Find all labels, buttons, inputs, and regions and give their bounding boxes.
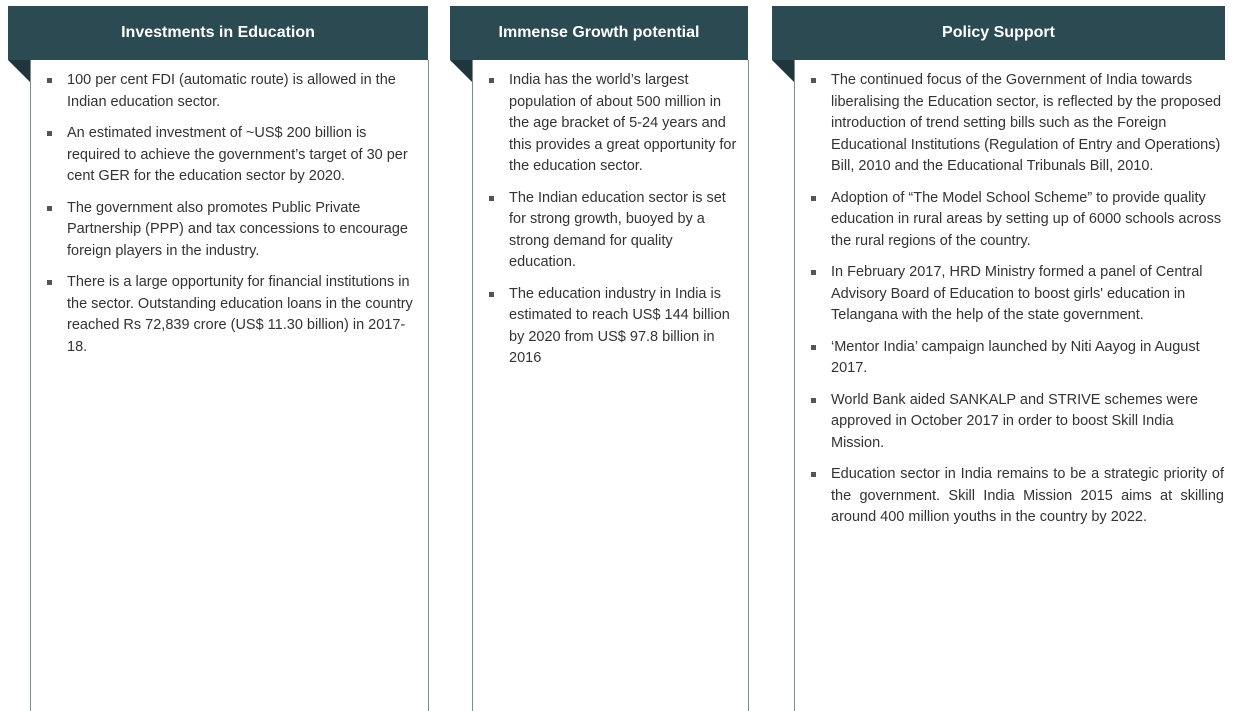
column-header: Immense Growth potential [450,6,748,60]
bullet-item: The government also promotes Public Priv… [47,198,417,263]
bullet-list: The continued focus of the Government of… [811,70,1224,539]
bullet-item: India has the world’s largest population… [489,70,741,178]
header-fold [450,60,472,82]
header-fold [772,60,794,82]
bullet-item: Education sector in India remains to be … [811,464,1224,529]
bullet-list: India has the world’s largest population… [489,70,741,380]
bullet-item: 100 per cent FDI (automatic route) is al… [47,70,417,113]
bullet-item: The Indian education sector is set for s… [489,188,741,274]
bullet-item: The education industry in India is estim… [489,284,741,370]
bullet-item: An estimated investment of ~US$ 200 bill… [47,123,417,188]
panel-border [30,60,31,711]
panel-border [794,60,795,711]
column-header: Policy Support [772,6,1225,60]
column-header: Investments in Education [8,6,428,60]
bullet-item: ‘Mentor India’ campaign launched by Niti… [811,337,1224,380]
bullet-item: Adoption of “The Model School Scheme” to… [811,188,1224,253]
bullet-item: World Bank aided SANKALP and STRIVE sche… [811,390,1224,455]
panel-border [428,60,429,711]
panel-border [748,60,749,711]
bullet-list: 100 per cent FDI (automatic route) is al… [47,70,417,368]
header-fold [8,60,30,82]
bullet-item: The continued focus of the Government of… [811,70,1224,178]
panel-border [472,60,473,711]
bullet-item: In February 2017, HRD Ministry formed a … [811,262,1224,327]
bullet-item: There is a large opportunity for financi… [47,272,417,358]
